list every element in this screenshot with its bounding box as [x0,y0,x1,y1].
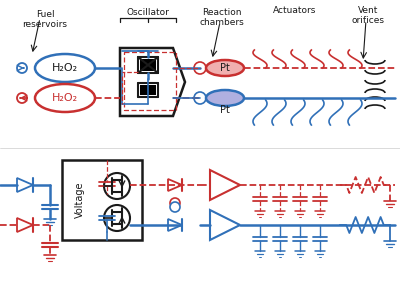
Circle shape [104,205,130,231]
Ellipse shape [35,84,95,112]
Ellipse shape [35,54,95,82]
Circle shape [17,93,27,103]
Text: Actuators: Actuators [273,6,317,15]
Polygon shape [210,170,240,200]
Circle shape [17,63,27,73]
Ellipse shape [206,90,244,106]
Circle shape [104,173,130,199]
Text: H₂O₂: H₂O₂ [52,93,78,103]
Circle shape [170,198,180,208]
Text: H₂O₂: H₂O₂ [52,63,78,73]
Polygon shape [168,179,182,191]
Text: Pt: Pt [220,105,230,115]
Polygon shape [168,219,182,231]
Polygon shape [210,210,240,240]
Circle shape [194,92,206,104]
Bar [62,160,142,240]
Bar [140,59,156,71]
Circle shape [194,62,206,74]
Polygon shape [17,218,33,232]
Bar [140,85,156,95]
Text: Pt: Pt [220,63,230,73]
Polygon shape [120,48,185,116]
Bar [124,52,176,110]
Text: Fuel
reservoirs: Fuel reservoirs [22,10,68,29]
Text: Vent
orifices: Vent orifices [352,6,384,26]
Circle shape [170,202,180,212]
Text: Reaction
chambers: Reaction chambers [200,8,244,27]
Text: Oscillator: Oscillator [126,8,170,17]
Polygon shape [17,178,33,192]
Text: Voltage: Voltage [75,182,85,218]
Ellipse shape [206,60,244,76]
